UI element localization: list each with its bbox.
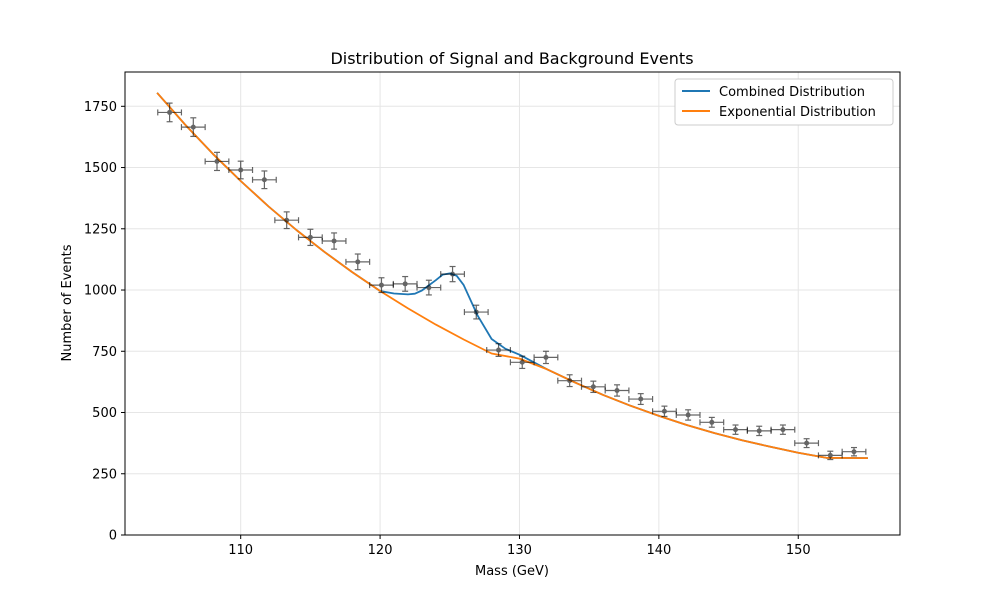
data-point	[804, 440, 810, 446]
data-point	[450, 271, 456, 277]
data-point-errorbar	[228, 160, 254, 180]
y-tick-label: 1250	[84, 222, 117, 237]
data-point-errorbar	[746, 425, 772, 437]
x-tick-label: 140	[646, 543, 671, 558]
data-point-errorbar	[557, 374, 583, 388]
data-point-errorbar	[180, 117, 206, 138]
y-tick-label: 500	[92, 406, 117, 421]
legend-label-exponential: Exponential Distribution	[719, 105, 876, 120]
x-tick-labels: 110 120 130 140 150	[228, 535, 811, 558]
data-point	[780, 427, 786, 433]
data-point	[614, 387, 620, 393]
data-point-errorbar	[440, 265, 466, 283]
data-point	[402, 281, 408, 287]
y-tick-label: 250	[92, 467, 117, 482]
series-lines	[156, 92, 868, 459]
data-point-errorbar	[770, 424, 796, 435]
x-tick-label: 150	[786, 543, 811, 558]
plot-frame	[124, 71, 901, 536]
data-point	[519, 359, 525, 365]
y-tick-label: 750	[92, 345, 117, 360]
data-point-errorbar	[297, 228, 323, 247]
y-tick-label: 1000	[84, 284, 117, 299]
data-point-errorbar	[345, 253, 371, 271]
data-point	[307, 234, 313, 240]
legend-label-combined: Combined Distribution	[719, 85, 865, 100]
data-point-errorbar	[274, 211, 300, 230]
data-point	[709, 419, 715, 425]
data-point-errorbar	[416, 279, 442, 296]
data-point-errorbar	[675, 409, 701, 421]
data-point	[496, 347, 502, 353]
data-point-errorbar	[157, 102, 183, 123]
y-tick-label: 1750	[84, 100, 117, 115]
x-tick-label: 110	[228, 543, 253, 558]
data-point-errorbar	[628, 393, 654, 406]
data-point	[685, 412, 691, 418]
y-tick-label: 1500	[84, 161, 117, 176]
data-point	[331, 238, 337, 244]
data-point-errorbar	[794, 438, 820, 449]
data-point-errorbar	[580, 380, 606, 394]
y-tick-label: 0	[109, 529, 117, 544]
data-points	[157, 102, 867, 461]
data-point	[214, 158, 220, 164]
x-tick-label: 120	[368, 543, 393, 558]
exponential-distribution-line	[156, 92, 868, 459]
data-point	[261, 177, 267, 183]
data-point	[167, 109, 173, 115]
data-point	[190, 124, 196, 130]
data-point	[661, 408, 667, 414]
data-point	[543, 354, 549, 360]
data-point	[638, 396, 644, 402]
x-tick-label: 130	[507, 543, 532, 558]
legend-box	[674, 78, 894, 126]
data-point	[238, 167, 244, 173]
data-point-errorbar	[392, 275, 418, 292]
data-point	[590, 384, 596, 390]
x-axis-label: Mass (GeV)	[475, 564, 549, 579]
data-point	[851, 449, 857, 455]
data-point-errorbar	[463, 304, 489, 320]
data-point	[567, 378, 573, 384]
legend: Combined Distribution Exponential Distri…	[674, 78, 894, 126]
data-point	[473, 309, 479, 315]
data-point-errorbar	[651, 405, 677, 418]
chart-title: Distribution of Signal and Background Ev…	[330, 49, 693, 68]
y-tick-labels: 0 250 500 750 1000 1250 1500 1750	[84, 100, 125, 544]
data-point-errorbar	[533, 350, 559, 365]
combined-distribution-line	[156, 92, 868, 459]
data-point-errorbar	[604, 384, 630, 397]
data-point-errorbar	[486, 343, 512, 358]
data-point	[827, 452, 833, 458]
data-point-errorbar	[723, 424, 748, 435]
data-point-errorbar	[699, 416, 725, 428]
data-point	[733, 427, 739, 433]
data-point-errorbar	[841, 446, 867, 457]
data-point	[284, 217, 290, 223]
data-point-errorbar	[817, 450, 843, 461]
data-point	[426, 285, 432, 291]
data-point-errorbar	[251, 170, 277, 190]
data-point-errorbar	[204, 151, 230, 172]
data-point	[378, 282, 384, 288]
y-axis-label: Number of Events	[60, 244, 75, 361]
data-point	[355, 259, 361, 265]
data-point-errorbar	[321, 232, 347, 250]
data-point	[756, 428, 762, 434]
grid-lines	[125, 72, 900, 536]
